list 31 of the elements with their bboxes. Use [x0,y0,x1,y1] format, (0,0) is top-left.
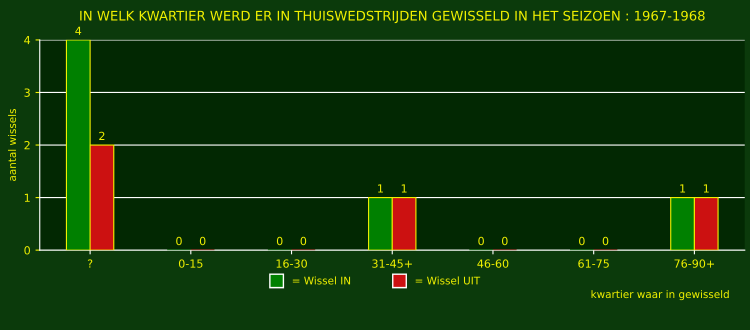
y-tick-label: 1 [24,194,30,202]
x-tick-label: 76-90+ [674,259,714,268]
x-axis-title: kwartier waar in gewisseld [592,290,729,300]
x-tick-label: 31-45+ [372,259,412,268]
data-label: 0 [478,236,484,246]
x-tick-label: 61-75 [578,259,609,268]
data-label: 2 [99,132,104,140]
data-label: 0 [502,236,508,246]
x-tick-label: 0-15 [178,259,202,268]
chart-title: IN WELK KWARTIER WERD ER IN THUISWEDSTRIJDEN GEWISSELD IN HET SEIZOEN : 1967-1968 [80,10,705,24]
data-label: 0 [176,236,182,246]
y-tick-label: 4 [24,36,30,44]
data-label: 0 [200,236,206,246]
data-label: 0 [602,236,608,246]
x-tick-label: ? [88,259,92,268]
legend-label: = Wissel IN [292,276,350,284]
data-label: 1 [704,184,709,192]
data-label: 4 [75,26,82,35]
y-tick-label: 3 [24,88,30,97]
data-label: 0 [579,236,585,246]
x-tick-label: 46-60 [477,259,508,268]
legend-label: = Wissel UIT [416,276,480,284]
data-label: 1 [680,184,686,192]
data-label: 0 [300,236,306,246]
data-label: 0 [276,236,282,246]
data-label: 1 [402,184,407,192]
y-tick-label: 0 [24,246,30,255]
y-tick-label: 2 [24,141,30,150]
y-axis-title: aantal wissels [8,109,16,181]
data-label: 1 [378,184,383,192]
x-tick-label: 16-30 [276,259,307,268]
